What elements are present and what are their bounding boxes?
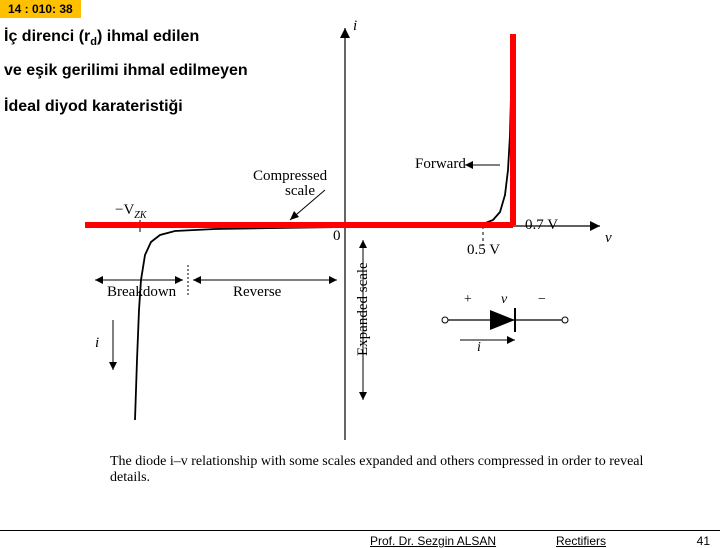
compressed-label-2: scale — [285, 183, 315, 200]
breakdown-label: Breakdown — [107, 284, 176, 301]
schematic-minus: − — [537, 292, 546, 308]
i-direction-label: i — [95, 335, 99, 352]
reverse-label: Reverse — [233, 284, 281, 301]
schematic-i: i — [477, 340, 481, 356]
footer-author: Prof. Dr. Sezgin ALSAN — [370, 534, 496, 548]
x-axis-label: v — [605, 230, 612, 247]
v05-label: 0.5 V — [467, 242, 500, 259]
footer-title: Rectifiers — [556, 534, 606, 548]
figure-caption: The diode i–v relationship with some sca… — [110, 454, 670, 486]
diode-schematic — [442, 308, 568, 344]
timestamp-badge: 14 : 010: 38 — [0, 0, 81, 18]
v07-label: 0.7 V — [525, 217, 558, 234]
vzk-label: −VZK — [115, 202, 147, 221]
expanded-label: Expanded scale — [355, 262, 372, 356]
y-axis-label: i — [353, 18, 357, 35]
x-axis-arrow — [590, 221, 600, 231]
iv-chart: i v 0 −VZK Forward Compressed scale Expa… — [75, 20, 635, 460]
iv-curve-path — [135, 40, 513, 420]
forward-label: Forward — [415, 156, 466, 173]
chart-svg — [75, 20, 635, 460]
slide-footer: Prof. Dr. Sezgin ALSAN Rectifiers 41 — [0, 530, 720, 534]
y-axis-arrow — [340, 28, 350, 38]
schematic-plus: + — [463, 292, 472, 308]
schematic-v: v — [501, 292, 507, 308]
footer-page: 41 — [697, 534, 710, 548]
origin-label: 0 — [333, 228, 341, 245]
